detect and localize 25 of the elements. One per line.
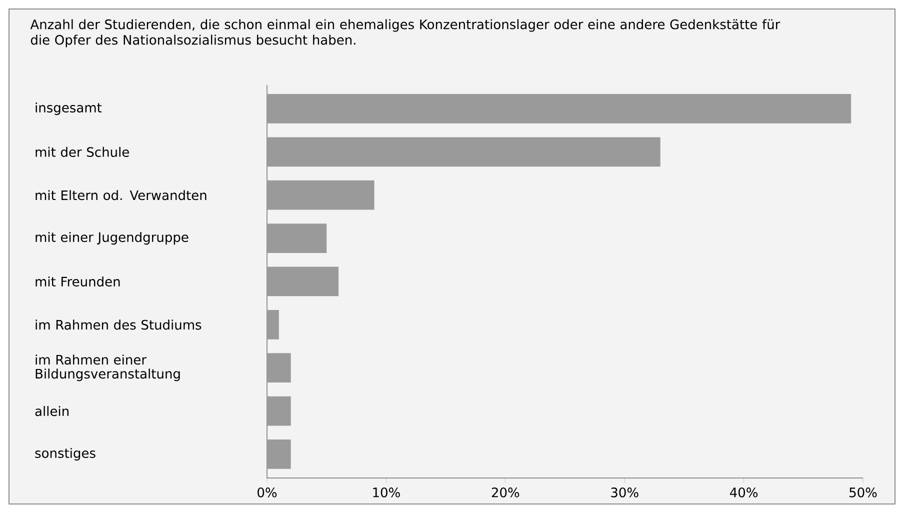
bar — [267, 137, 660, 167]
y-tick-label: insgesamt — [36, 102, 102, 116]
bar — [267, 224, 327, 253]
x-tick-label: 0% — [258, 488, 277, 498]
bar — [267, 266, 339, 296]
chart-title: Anzahl der Studierenden, die schon einmal ein ehemaliges Konzentrationslager oder eine andere Gedenkstätte für die Opfer des Nationalsozialismus besucht haben. — [30, 19, 780, 48]
bar — [267, 180, 374, 210]
x-tick-label: 40% — [730, 488, 758, 498]
bar — [267, 396, 291, 426]
y-tick-label: sonstiges — [35, 448, 96, 461]
bar — [267, 94, 852, 124]
x-tick-label: 30% — [611, 488, 638, 498]
x-tick-label: 10% — [373, 488, 400, 498]
y-tick-label: im Rahmen des Studiums — [36, 320, 202, 330]
y-tick-label: mit Eltern od. Verwandten — [36, 190, 206, 200]
y-tick-label: mit einer Jugendgruppe — [36, 232, 188, 245]
y-tick-label: im Rahmen einer Bildungsveranstaltung — [36, 354, 180, 382]
y-tick-label: mit Freunden — [36, 276, 120, 287]
y-tick-label: mit der Schule — [36, 146, 129, 157]
bar — [267, 310, 279, 340]
y-tick-label: allein — [35, 406, 68, 416]
bar — [267, 353, 291, 383]
x-tick-label: 50% — [850, 488, 877, 498]
bar — [267, 440, 291, 469]
x-tick-label: 20% — [492, 488, 520, 498]
